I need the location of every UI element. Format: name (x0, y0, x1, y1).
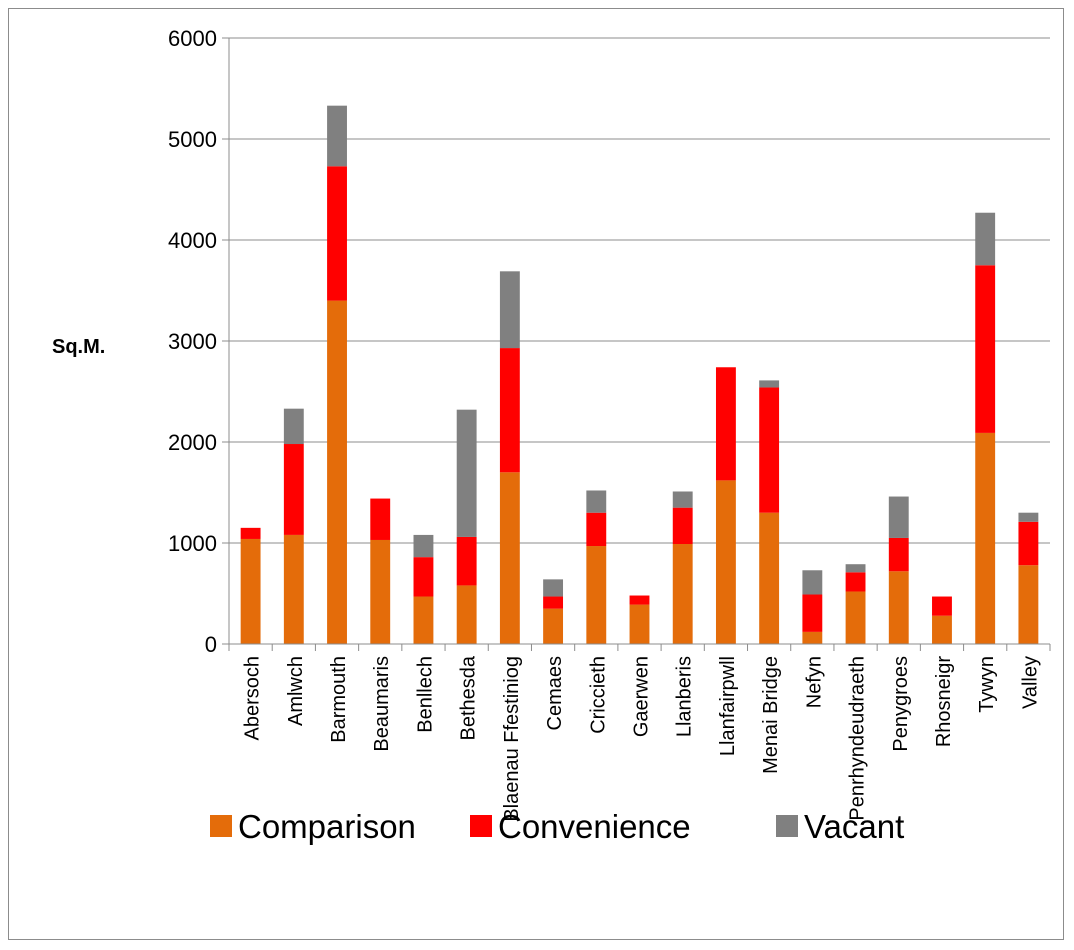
bar-vacant-tywyn (975, 212, 996, 266)
bar-comparison-bethesda (456, 585, 477, 644)
bar-convenience-barmouth (327, 166, 347, 301)
x-tick-label: Menai Bridge (760, 656, 782, 774)
bar-vacant-nefyn (802, 570, 823, 595)
x-tick-label: Bethesda (458, 655, 480, 740)
bar-comparison-abersoch (240, 538, 261, 644)
axes (222, 37, 1051, 651)
legend-label-comparison: Comparison (238, 808, 416, 845)
bar-vacant-barmouth (327, 105, 347, 167)
x-tick-label: Abersoch (242, 656, 264, 741)
x-tick-label: Amlwch (285, 656, 307, 726)
x-tick-label: Beaumaris (371, 656, 393, 752)
x-tick-label: Rhosneigr (933, 656, 955, 748)
bar-vacant-menai-bridge (759, 380, 780, 388)
bar-convenience-valley (1018, 521, 1039, 566)
legend-swatch-vacant (776, 815, 798, 837)
chart-frame (8, 8, 1064, 940)
y-tick-label: 1000 (168, 531, 217, 556)
bar-comparison-menai-bridge (759, 512, 780, 644)
bar-comparison-criccieth (586, 546, 607, 644)
y-axis-label: Sq.M. (52, 336, 105, 358)
bar-comparison-nefyn (802, 631, 823, 644)
y-tick-label: 5000 (168, 127, 217, 152)
legend-label-convenience: Convenience (498, 808, 691, 845)
bar-vacant-valley (1018, 512, 1039, 522)
bar-convenience-penrhyndeudraeth (845, 572, 866, 592)
bar-convenience-criccieth (586, 512, 607, 547)
bar-vacant-penrhyndeudraeth (845, 564, 866, 573)
tick-labels: 0 1000 2000 3000 4000 5000 6000 Abersoch Amlwch B… (168, 26, 1041, 822)
legend-swatch-comparison (210, 815, 232, 837)
legend: Comparison Convenience Vacant (210, 808, 904, 845)
bar-comparison-penrhyndeudraeth (845, 591, 866, 644)
x-tick-label: Tywyn (976, 656, 998, 713)
bar-vacant-amlwch (283, 408, 304, 445)
bar-convenience-bethesda (456, 536, 477, 586)
bar-comparison-valley (1018, 565, 1039, 644)
bar-convenience-llanberis (672, 507, 693, 545)
y-tick-label: 4000 (168, 228, 217, 253)
bar-convenience-beaumaris (370, 498, 391, 540)
bar-convenience-penygroes (888, 537, 909, 572)
bar-convenience-menai-bridge (759, 387, 780, 513)
bar-comparison-benllech (413, 596, 434, 644)
bar-comparison-cemaes (543, 608, 564, 644)
bar-vacant-benllech (413, 534, 434, 558)
bar-comparison-blaenau-ffestiniog (499, 472, 520, 644)
bar-vacant-llanberis (672, 491, 693, 508)
bar-convenience-amlwch (283, 444, 304, 535)
bar-comparison-llanberis (672, 544, 693, 644)
bar-comparison-tywyn (975, 432, 996, 644)
bar-comparison-barmouth (327, 300, 347, 644)
bar-vacant-penygroes (888, 496, 909, 538)
x-tick-label: Gaerwen (631, 656, 653, 737)
bar-convenience-abersoch (240, 527, 261, 539)
bar-convenience-tywyn (975, 265, 996, 433)
bar-vacant-bethesda (456, 409, 477, 537)
bar-convenience-blaenau-ffestiniog (499, 348, 520, 473)
bar-comparison-amlwch (283, 534, 304, 644)
legend-label-vacant: Vacant (804, 808, 904, 845)
x-tick-label: Benllech (414, 656, 436, 733)
bar-vacant-blaenau-ffestiniog (499, 271, 520, 349)
bars (240, 105, 1039, 644)
bar-convenience-gaerwen (629, 595, 650, 605)
y-tick-label: 3000 (168, 329, 217, 354)
bar-vacant-cemaes (543, 579, 564, 597)
bar-comparison-gaerwen (629, 604, 650, 644)
bar-comparison-rhosneigr (932, 615, 952, 644)
x-tick-label: Llanfairpwll (717, 656, 739, 756)
y-tick-label: 0 (205, 632, 217, 657)
bar-convenience-rhosneigr (932, 596, 952, 616)
x-tick-label: Criccieth (587, 656, 609, 734)
bar-comparison-beaumaris (370, 539, 391, 644)
legend-swatch-convenience (470, 815, 492, 837)
x-tick-label: Penrhyndeudraeth (847, 656, 869, 821)
x-tick-label: Penygroes (890, 656, 912, 752)
bar-convenience-nefyn (802, 594, 823, 632)
bar-comparison-penygroes (888, 571, 909, 644)
x-tick-label: Barmouth (328, 656, 350, 743)
y-tick-label: 6000 (168, 26, 217, 51)
x-tick-label: Valley (1019, 656, 1041, 709)
bar-comparison-llanfairpwll (715, 480, 736, 644)
bar-convenience-cemaes (543, 596, 564, 609)
x-tick-label: Nefyn (803, 656, 825, 708)
gridlines (229, 37, 1050, 544)
y-tick-label: 2000 (168, 430, 217, 455)
bar-convenience-benllech (413, 557, 434, 597)
bar-vacant-criccieth (586, 490, 607, 513)
x-tick-label: Blaenau Ffestiniog (501, 656, 523, 822)
bar-convenience-llanfairpwll (715, 367, 736, 481)
x-tick-label: Cemaes (544, 656, 566, 730)
x-tick-label: Llanberis (674, 656, 696, 737)
